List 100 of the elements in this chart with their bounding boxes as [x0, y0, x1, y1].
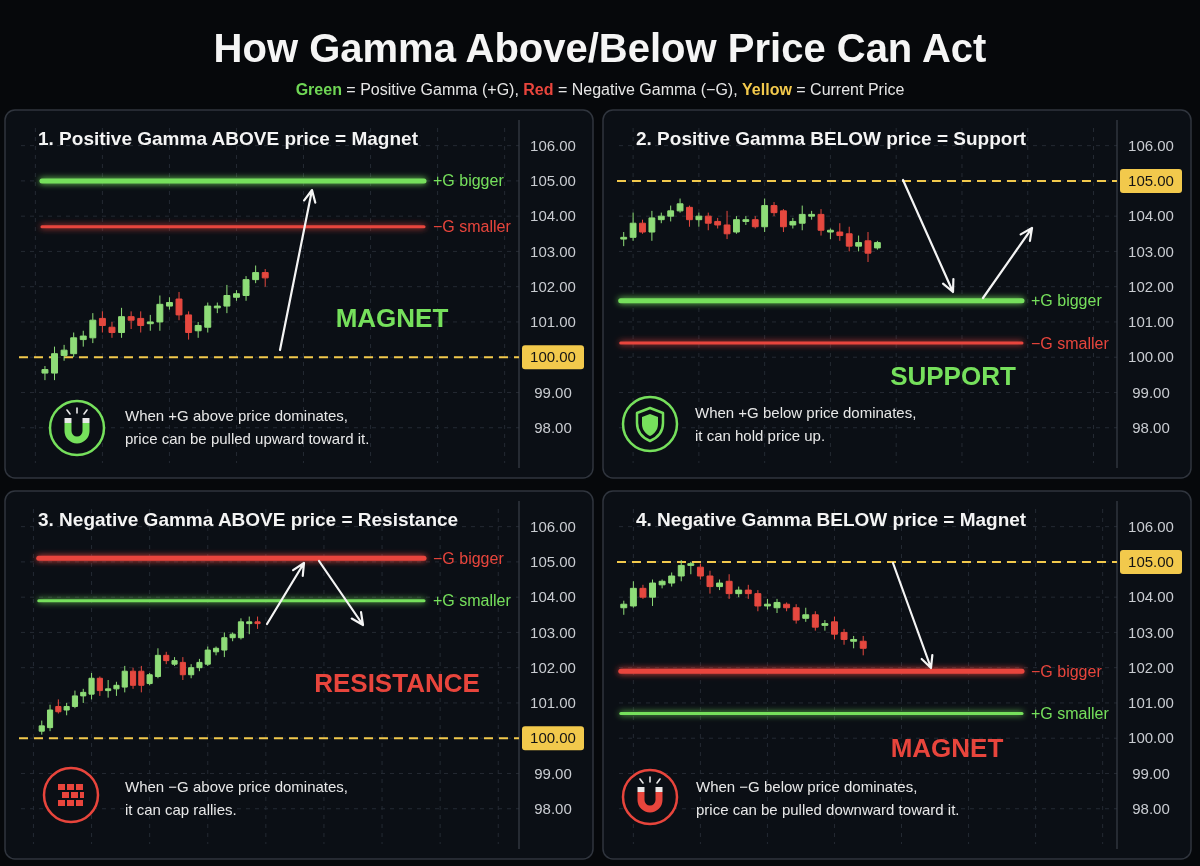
- ref-line-label: −G smaller: [1031, 334, 1110, 352]
- y-tick-label: 98.00: [1132, 799, 1170, 817]
- candlestick: [127, 310, 135, 330]
- candlestick: [246, 616, 253, 635]
- ref-line-label: +G smaller: [1031, 705, 1110, 723]
- candlestick: [185, 310, 193, 341]
- candlestick: [179, 656, 186, 681]
- y-tick-label: 99.00: [534, 383, 572, 401]
- y-tick-label: 100.00: [1128, 348, 1174, 366]
- annotation: MAGNET: [335, 303, 449, 334]
- candlestick: [146, 672, 153, 686]
- y-tick-label: 106.00: [530, 517, 576, 535]
- candlestick: [648, 210, 656, 242]
- candlestick: [751, 215, 759, 229]
- candlestick: [783, 601, 791, 612]
- annotation: When +G below price dominates, it can hold price up.: [695, 404, 917, 444]
- chart-title: 3. Negative Gamma ABOVE price = Resistance: [38, 509, 459, 530]
- candlestick: [165, 296, 173, 311]
- y-tick-label: 104.00: [1128, 207, 1174, 225]
- candlestick: [46, 704, 54, 732]
- text: How Gamma Above/Below Price Can Act: [213, 26, 987, 70]
- candlestick: [831, 616, 838, 640]
- y-tick-label: 104.00: [1128, 588, 1174, 606]
- candlestick: [146, 314, 154, 332]
- ref-line-label: −G bigger: [433, 549, 505, 567]
- candlestick: [254, 616, 261, 630]
- candlestick: [154, 647, 162, 679]
- annotation: MAGNET: [890, 733, 1004, 764]
- candlestick: [118, 307, 126, 339]
- candlestick: [71, 690, 79, 709]
- candlestick: [204, 302, 212, 334]
- y-tick-label: 103.00: [530, 242, 576, 260]
- y-tick-label: 106.00: [530, 136, 576, 154]
- y-tick-label: 102.00: [530, 658, 576, 676]
- candlestick: [836, 222, 844, 242]
- candlestick: [88, 672, 95, 700]
- y-tick-label: 104.00: [530, 588, 576, 606]
- candlestick: [789, 217, 797, 229]
- candlestick: [798, 205, 806, 231]
- candlestick: [840, 628, 848, 646]
- candlestick: [792, 603, 800, 625]
- candlestick: [175, 291, 183, 321]
- y-tick-label: 101.00: [1128, 313, 1174, 331]
- y-tick-label: 99.00: [534, 764, 572, 782]
- candlestick: [744, 584, 752, 600]
- y-tick-label: 104.00: [530, 207, 576, 225]
- candlestick: [80, 688, 87, 704]
- candlestick: [89, 312, 97, 344]
- candlestick: [639, 584, 647, 600]
- candlestick: [864, 231, 872, 263]
- candlestick: [171, 656, 178, 667]
- y-tick-label: 101.00: [530, 313, 576, 331]
- candlestick: [695, 212, 703, 228]
- candlestick: [723, 210, 731, 240]
- candlestick: [817, 208, 825, 237]
- candlestick: [620, 600, 628, 616]
- ref-line-label: +G smaller: [433, 592, 512, 610]
- candlestick: [808, 210, 816, 221]
- candlestick: [38, 720, 45, 736]
- candlestick: [96, 676, 103, 697]
- ref-line-label: −G smaller: [433, 218, 512, 236]
- y-tick-label: 105.00: [530, 553, 576, 571]
- candlestick: [686, 205, 693, 228]
- y-tick-label: 105.00: [530, 172, 576, 190]
- candlestick: [754, 589, 762, 612]
- candlestick: [763, 598, 771, 610]
- candlestick: [55, 698, 62, 715]
- y-tick-label: 103.00: [530, 623, 576, 641]
- candlestick: [213, 302, 221, 314]
- candlestick: [668, 571, 676, 588]
- candlestick: [129, 667, 137, 690]
- candlestick: [716, 579, 724, 591]
- candlestick: [742, 215, 750, 226]
- candlestick: [859, 635, 867, 656]
- candlestick: [113, 681, 120, 697]
- annotation: When −G below price dominates, price can be pulled downward toward it.: [696, 778, 960, 818]
- candlestick: [41, 365, 49, 381]
- candlestick: [261, 268, 269, 288]
- candlestick: [704, 212, 712, 231]
- candlestick: [196, 658, 203, 672]
- candlestick: [252, 265, 260, 284]
- chart-title: 1. Positive Gamma ABOVE price = Magnet: [38, 128, 419, 149]
- y-tick-label: 101.00: [1128, 694, 1174, 712]
- candlestick: [780, 208, 787, 233]
- candlestick: [194, 321, 202, 339]
- y-tick-label: 103.00: [1128, 242, 1174, 260]
- candlestick: [696, 563, 704, 581]
- annotation: SUPPORT: [890, 361, 1016, 392]
- chart-title: 4. Negative Gamma BELOW price = Magnet: [636, 509, 1027, 530]
- candlestick: [735, 586, 743, 598]
- candlestick: [108, 321, 116, 339]
- y-tick-label: 101.00: [530, 694, 576, 712]
- candlestick: [156, 295, 164, 332]
- candlestick: [163, 651, 170, 665]
- candlestick: [657, 212, 665, 224]
- candlestick: [137, 310, 145, 334]
- candlestick: [733, 215, 740, 235]
- candlestick: [629, 212, 637, 242]
- candlestick: [855, 235, 863, 252]
- candlestick: [63, 702, 70, 716]
